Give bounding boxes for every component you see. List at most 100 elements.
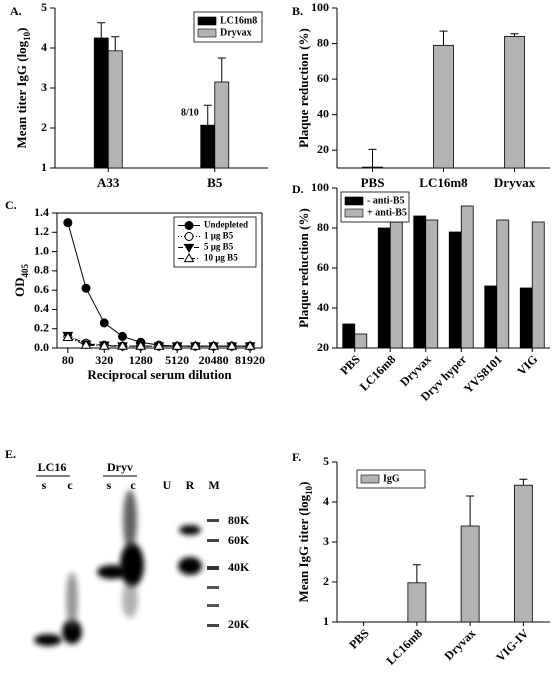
lane-label: s xyxy=(42,478,47,492)
y-tick-label: 5 xyxy=(41,0,47,14)
x-tick-label: 81920 xyxy=(235,353,265,367)
ladder-band xyxy=(207,624,219,627)
y-tick-label: 2 xyxy=(41,120,47,134)
x-tick-label: B5 xyxy=(207,175,223,190)
y-tick-label: 1.2 xyxy=(34,224,49,238)
error-bar xyxy=(368,148,377,168)
x-tick-label: PBS xyxy=(337,352,363,378)
x-tick-label: 80 xyxy=(62,353,74,367)
x-axis-label: Reciprocal serum dilution xyxy=(87,367,232,382)
y-tick-label: 3 xyxy=(41,80,47,94)
bar xyxy=(389,221,403,349)
y-tick-label: 0.0 xyxy=(34,340,49,354)
x-tick-label: LC16m8 xyxy=(357,352,398,393)
y-tick-label: 4 xyxy=(323,494,329,508)
y-tick-label: 1 xyxy=(323,614,329,628)
y-axis-label-part: OD xyxy=(12,278,27,298)
error-bar xyxy=(217,57,226,82)
data-point xyxy=(135,340,147,350)
y-axis-label-part: Mean titer IgG (log xyxy=(14,40,29,148)
data-line xyxy=(67,335,251,347)
x-tick-label: YVS8101 xyxy=(461,352,505,396)
data-point xyxy=(80,339,92,349)
legend-swatch xyxy=(344,196,364,206)
lane-label: R xyxy=(186,478,195,492)
x-tick-label: Dryvax xyxy=(494,175,536,190)
x-tick-label: 20480 xyxy=(199,353,229,367)
gel-band xyxy=(179,525,201,535)
x-tick-label: 5120 xyxy=(165,353,189,367)
marker-label: 20K xyxy=(228,617,250,631)
legend-label: Dryvax xyxy=(220,27,252,38)
marker-label: 60K xyxy=(228,533,250,547)
y-axis-label: Plaque reduction (%) xyxy=(296,28,311,148)
lane-label: M xyxy=(208,478,219,492)
y-tick-label: 0.8 xyxy=(34,263,49,277)
data-point xyxy=(226,340,238,350)
gel-smear xyxy=(66,572,78,628)
bar xyxy=(425,219,439,349)
legend-swatch xyxy=(344,208,364,218)
data-point xyxy=(117,340,128,350)
x-tick-label: VIG xyxy=(514,352,540,378)
y-axis-label-part: ) xyxy=(14,27,29,31)
y-tick-label: 0.6 xyxy=(34,282,49,296)
data-point xyxy=(62,331,74,342)
bar xyxy=(407,582,427,623)
y-axis-label-part: Plaque reduction (%) xyxy=(296,28,311,148)
ladder-band xyxy=(207,519,219,522)
x-tick-label: Dryvax xyxy=(441,626,478,663)
gel-band xyxy=(62,620,82,644)
marker-label: 40K xyxy=(228,560,250,574)
x-tick-label: PBS xyxy=(361,175,385,190)
x-tick-label: VIG-IV xyxy=(493,626,531,664)
y-tick-label: 100 xyxy=(311,180,329,194)
error-bar xyxy=(519,478,528,486)
bar xyxy=(342,323,356,349)
y-axis-label: OD405 xyxy=(12,264,30,298)
ladder-band xyxy=(207,566,219,570)
error-bar xyxy=(439,30,448,46)
y-axis-label-part: Plaque reduction (%) xyxy=(296,208,311,328)
y-tick-label: 0.4 xyxy=(34,301,49,315)
legend-label: LC16m8 xyxy=(220,15,257,26)
legend-marker xyxy=(184,221,194,230)
panel-label: A. xyxy=(10,4,22,18)
bar xyxy=(413,215,427,349)
data-point xyxy=(81,283,91,293)
bar xyxy=(519,287,533,349)
bar xyxy=(377,227,391,349)
y-tick-label: 40 xyxy=(317,300,329,314)
y-axis-label-part: 405 xyxy=(20,264,30,278)
y-axis-label-part: ) xyxy=(296,481,311,485)
x-tick-label: 1280 xyxy=(129,353,153,367)
gel-band xyxy=(120,543,144,587)
data-point xyxy=(244,340,256,350)
bar xyxy=(460,205,474,349)
bar xyxy=(200,124,216,169)
y-axis-label-part: Mean IgG titer (log xyxy=(296,494,311,602)
legend-marker xyxy=(184,232,194,241)
y-tick-label: 2 xyxy=(323,574,329,588)
legend-box xyxy=(356,469,426,489)
y-tick-label: 60 xyxy=(317,260,329,274)
bar xyxy=(448,231,462,349)
x-tick-label: 320 xyxy=(95,353,113,367)
legend-swatch xyxy=(360,474,380,484)
gel-band xyxy=(97,565,127,579)
panel-label: B. xyxy=(292,4,303,18)
bar xyxy=(93,37,109,169)
x-tick-label: LC16m8 xyxy=(383,626,424,667)
bar xyxy=(354,333,368,349)
data-point xyxy=(153,340,165,350)
legend-marker xyxy=(183,253,195,263)
group-label: Dryv xyxy=(107,460,133,474)
legend-swatch xyxy=(197,28,217,38)
y-tick-label: 1 xyxy=(41,160,47,174)
legend-swatch xyxy=(197,16,217,26)
panel-label: E. xyxy=(5,447,16,461)
data-point xyxy=(99,318,109,328)
y-tick-label: 20 xyxy=(317,340,329,354)
y-tick-label: 80 xyxy=(317,35,329,49)
